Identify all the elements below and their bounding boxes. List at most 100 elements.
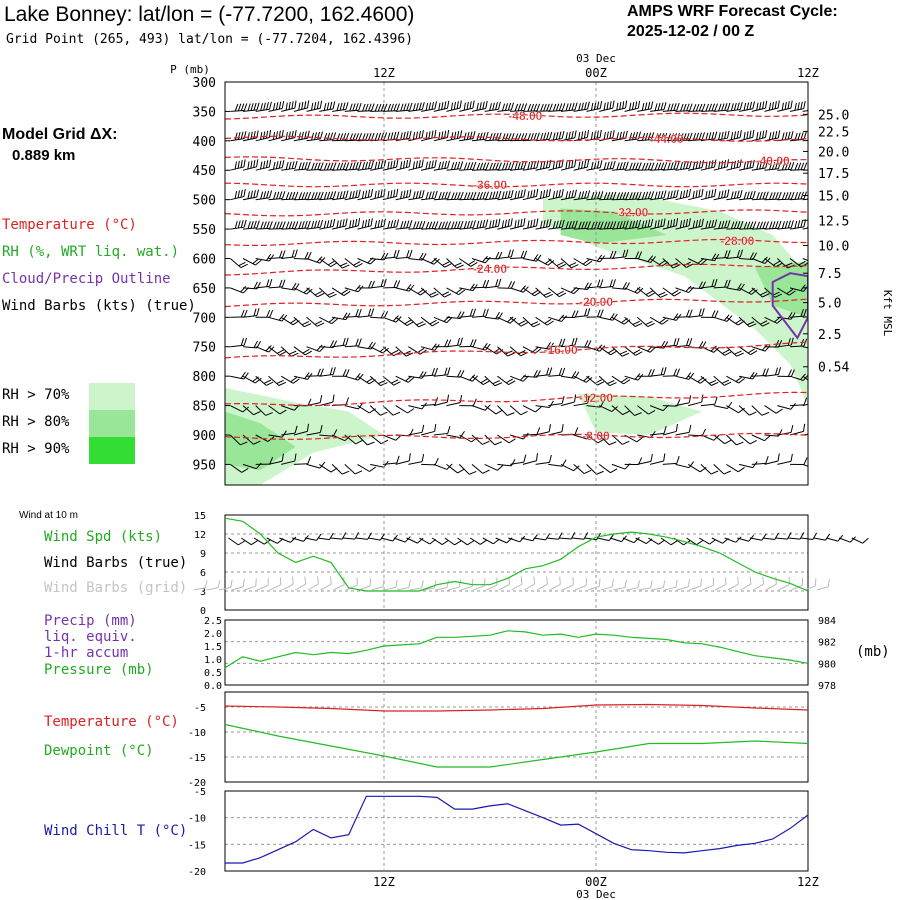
wind-barb (306, 131, 323, 142)
wind-barb (611, 100, 628, 112)
wind-barb (713, 375, 732, 386)
isotherm-line (225, 182, 808, 188)
wind-barb (522, 316, 541, 328)
wind-barb (281, 453, 297, 465)
wind-barb (789, 423, 806, 436)
wind-barb (382, 315, 402, 323)
wind-barb (370, 103, 388, 112)
isotherm-line (225, 135, 808, 142)
wind-barb (789, 162, 808, 171)
wind-barb (548, 103, 566, 112)
wind-speed-tick: 6 (200, 568, 206, 579)
wind-barb-true (597, 534, 614, 542)
wind-barb (408, 316, 426, 328)
precip-label: Precip (mm) (44, 613, 137, 629)
wind-barb (229, 258, 248, 269)
temperature-label: Temperature (°C) (44, 714, 179, 730)
wind-barb (459, 283, 478, 292)
wind-barb (599, 100, 615, 112)
wind-barb (281, 160, 298, 171)
wind-barb (497, 102, 515, 112)
wind-barb-grid (702, 577, 714, 591)
wind-10m-frame (224, 514, 809, 611)
wind-barb (471, 219, 489, 230)
wind-barb (230, 337, 247, 348)
wind-barb (522, 188, 539, 201)
wind-barb (395, 453, 411, 465)
wind-barb (789, 308, 807, 318)
wind-barb (649, 453, 666, 465)
wind-barb (408, 189, 425, 201)
legend-wind: Wind Barbs (kts) (true) (2, 298, 196, 314)
model-grid-value: 0.889 km (12, 147, 76, 164)
wind-barb (751, 455, 769, 465)
wind-barb-grid (664, 579, 678, 591)
wind-barb (764, 429, 783, 437)
wind-barb (230, 463, 249, 473)
wind-chill-panel: -5 -10 -15 -20 (188, 787, 809, 878)
wind-barb (433, 367, 451, 377)
wind-barb (242, 375, 262, 384)
wind-barb (739, 101, 755, 112)
wind-barb (382, 131, 400, 142)
wind-barb (420, 257, 440, 265)
wind-barb (357, 434, 375, 446)
wind-barb (713, 434, 732, 445)
wind-barb-grid (524, 576, 536, 591)
pressure-tick-label: 600 (193, 252, 216, 267)
wind-barb (560, 337, 578, 348)
wind-barb (560, 159, 577, 171)
wind-barb (433, 463, 453, 470)
wind-barb (764, 130, 781, 142)
wind-barb (573, 308, 591, 318)
wind-barb (433, 160, 450, 171)
wind-barb (675, 188, 691, 201)
wind-barb (395, 189, 412, 201)
wind-barb (662, 258, 681, 269)
wind-barb (700, 253, 720, 262)
wind-barb (599, 279, 616, 289)
isotherm-line (225, 112, 808, 120)
temperature-tick: -5 (194, 703, 206, 714)
wind-barb (319, 429, 338, 437)
wind-barb (433, 221, 451, 230)
wind-barb (471, 404, 491, 411)
wind-barb (700, 375, 719, 386)
precip-pressure-frame (224, 619, 809, 686)
wind-barb-grid (371, 578, 385, 591)
wind-barb-grid (473, 578, 486, 591)
wind-barb (306, 316, 325, 327)
wind-barb-grid (752, 576, 765, 591)
wind-barb (242, 102, 260, 112)
wind-barb (306, 287, 325, 298)
wind-barb-grid (816, 579, 830, 591)
wind-barb (700, 131, 718, 142)
wind-barb (573, 282, 592, 291)
wind-barb (675, 461, 695, 469)
grid-point-label: Grid Point (265, 493) lat/lon = (-77.720… (6, 32, 413, 47)
wind-barb (688, 308, 705, 318)
wind-barb (675, 372, 695, 380)
wind-barb (382, 249, 400, 259)
wind-barb (242, 434, 261, 445)
wind-barb-true (304, 533, 322, 541)
wind-barb (255, 375, 274, 386)
wind-barb (586, 100, 603, 112)
wind-barb (344, 464, 363, 475)
wind-barb (802, 258, 808, 265)
wind-barb (471, 191, 489, 201)
wind-barb-grid (511, 576, 523, 591)
wind-barb (802, 375, 808, 385)
wind-barb (688, 394, 704, 407)
wind-barb-true (457, 537, 475, 546)
isotherm-label: -28.00 (720, 234, 754, 248)
wind-barb (293, 220, 311, 230)
wind-barb (332, 190, 349, 201)
wind-barb (280, 375, 300, 384)
wind-barb (675, 103, 693, 112)
wind-barb (421, 101, 438, 112)
wind-barb (268, 313, 288, 322)
wind-barb (242, 220, 260, 230)
wind-barb-grid (740, 576, 752, 591)
wind-barb (293, 191, 312, 201)
